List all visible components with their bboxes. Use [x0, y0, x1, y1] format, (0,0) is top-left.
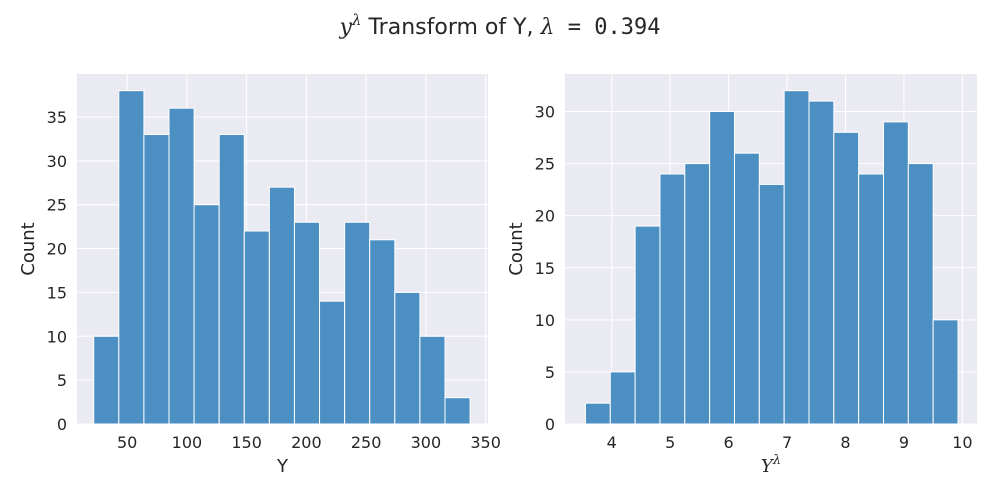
- histogram-bar: [932, 319, 959, 425]
- histogram-bar: [93, 335, 120, 425]
- histogram-bar: [659, 173, 686, 425]
- x-tick-label: 5: [665, 433, 675, 452]
- y-tick-label: 5: [545, 363, 555, 382]
- y-tick-label: 15: [535, 259, 555, 278]
- y-tick-label: 25: [535, 155, 555, 174]
- x-tick-label: 300: [411, 433, 442, 452]
- right-histogram-panel: 4 5 6 7 8 9 10 0 5 10 15 20 25 30 Yλ Count: [506, 74, 977, 477]
- histogram-bar: [319, 300, 346, 425]
- left-x-axis-label: Y: [276, 456, 289, 477]
- left-x-ticks: 50 100 150 200 250 300 350: [117, 433, 501, 452]
- right-x-ticks: 4 5 6 7 8 9 10: [607, 433, 973, 452]
- y-tick-label: 25: [47, 196, 67, 215]
- x-tick-label: 100: [172, 433, 203, 452]
- x-tick-label: 150: [231, 433, 262, 452]
- x-tick-label: 7: [782, 433, 792, 452]
- x-tick-label: 250: [351, 433, 382, 452]
- y-tick-label: 20: [535, 207, 555, 226]
- histogram-bar: [684, 163, 711, 425]
- left-y-axis-label: Count: [18, 222, 39, 275]
- histogram-bar: [394, 291, 421, 425]
- histogram-bar: [369, 239, 396, 425]
- histogram-bar: [584, 402, 611, 425]
- left-y-ticks: 0 5 10 15 20 25 30 35: [47, 108, 67, 434]
- histogram-bar: [168, 107, 195, 425]
- histogram-bar: [218, 134, 245, 425]
- y-tick-label: 0: [57, 415, 67, 434]
- right-y-ticks: 0 5 10 15 20 25 30: [535, 103, 555, 435]
- x-tick-label: 8: [840, 433, 850, 452]
- x-tick-label: 6: [724, 433, 734, 452]
- histogram-bar: [118, 90, 145, 425]
- right-y-axis-label: Count: [506, 222, 527, 275]
- histogram-bar: [293, 221, 321, 425]
- figure-title: yλ Transform of Y, λ = 0.394: [339, 11, 661, 40]
- y-tick-label: 35: [47, 108, 67, 127]
- histogram-bar: [419, 335, 446, 425]
- y-tick-label: 30: [47, 152, 67, 171]
- y-tick-label: 15: [47, 283, 67, 302]
- histogram-bar: [609, 371, 636, 425]
- y-tick-label: 20: [47, 240, 67, 259]
- histogram-bar: [907, 163, 934, 425]
- left-bars: [93, 90, 471, 425]
- y-tick-label: 5: [57, 371, 67, 390]
- y-tick-label: 0: [545, 415, 555, 434]
- histogram-bar: [758, 183, 785, 425]
- histogram-bar: [733, 152, 760, 425]
- right-bars: [584, 90, 959, 425]
- histogram-bar: [634, 225, 661, 425]
- right-x-axis-label: Yλ: [761, 453, 781, 477]
- histogram-bar: [783, 90, 810, 425]
- y-tick-label: 10: [535, 311, 555, 330]
- histogram-bar: [858, 173, 884, 425]
- x-tick-label: 9: [899, 433, 909, 452]
- x-tick-label: 50: [117, 433, 137, 452]
- x-tick-label: 10: [952, 433, 972, 452]
- histogram-bar: [808, 100, 835, 425]
- histogram-bar: [344, 221, 371, 425]
- y-tick-label: 30: [535, 103, 555, 122]
- histogram-bar: [709, 111, 735, 425]
- left-histogram-panel: 50 100 150 200 250 300 350 0 5 10 15 20 25 30 35 Y Co…: [18, 74, 501, 477]
- histogram-bar: [444, 397, 471, 425]
- histogram-bar: [143, 134, 170, 425]
- x-tick-label: 200: [291, 433, 322, 452]
- histogram-bar: [193, 204, 220, 425]
- y-tick-label: 10: [47, 327, 67, 346]
- histogram-bar: [833, 131, 860, 425]
- x-tick-label: 350: [470, 433, 501, 452]
- histogram-bar: [882, 121, 909, 425]
- histogram-bar: [268, 186, 295, 425]
- histogram-bar: [243, 230, 270, 425]
- x-tick-label: 4: [607, 433, 617, 452]
